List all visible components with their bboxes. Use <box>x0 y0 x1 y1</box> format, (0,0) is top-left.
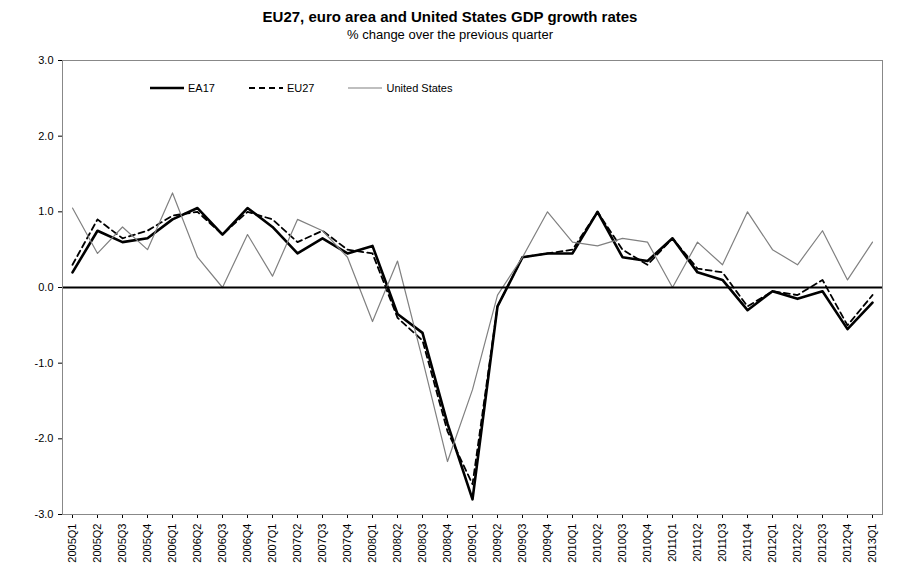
svg-text:2008Q1: 2008Q1 <box>366 524 378 563</box>
html-text:EA17: EA17 <box>188 82 215 94</box>
svg-text:2011Q3: 2011Q3 <box>716 524 728 562</box>
svg-text:2012Q4: 2012Q4 <box>841 524 853 563</box>
svg-text:2011Q4: 2011Q4 <box>741 524 753 562</box>
svg-text:2009Q1: 2009Q1 <box>466 524 478 563</box>
svg-text:2006Q4: 2006Q4 <box>241 524 253 563</box>
svg-text:2005Q3: 2005Q3 <box>116 524 128 563</box>
svg-text:2005Q4: 2005Q4 <box>141 524 153 563</box>
svg-text:2007Q1: 2007Q1 <box>266 524 278 563</box>
svg-text:0.0: 0.0 <box>38 281 53 293</box>
svg-text:2008Q2: 2008Q2 <box>391 524 403 563</box>
svg-text:2012Q1: 2012Q1 <box>766 524 778 563</box>
svg-text:-1.0: -1.0 <box>35 357 54 369</box>
svg-text:2011Q1: 2011Q1 <box>666 524 678 562</box>
svg-text:2008Q4: 2008Q4 <box>441 524 453 563</box>
svg-text:2012Q3: 2012Q3 <box>816 524 828 563</box>
svg-text:2005Q2: 2005Q2 <box>91 524 103 563</box>
html-text:EU27, euro area and United Sta: EU27, euro area and United States GDP gr… <box>262 8 638 25</box>
svg-text:2009Q4: 2009Q4 <box>541 524 553 563</box>
svg-text:2010Q3: 2010Q3 <box>616 524 628 563</box>
svg-text:2011Q2: 2011Q2 <box>691 524 703 562</box>
svg-text:2005Q1: 2005Q1 <box>66 524 78 563</box>
svg-text:2007Q3: 2007Q3 <box>316 524 328 563</box>
svg-text:2009Q2: 2009Q2 <box>491 524 503 563</box>
svg-text:2006Q1: 2006Q1 <box>166 524 178 563</box>
svg-text:1.0: 1.0 <box>38 205 53 217</box>
html-text:% change over the previous qua: % change over the previous quarter <box>347 27 553 42</box>
svg-text:2010Q4: 2010Q4 <box>641 524 653 563</box>
svg-text:2009Q3: 2009Q3 <box>516 524 528 563</box>
svg-text:-3.0: -3.0 <box>35 508 54 520</box>
svg-text:2008Q3: 2008Q3 <box>416 524 428 563</box>
svg-text:-2.0: -2.0 <box>35 432 54 444</box>
svg-text:2013Q1: 2013Q1 <box>866 524 878 563</box>
svg-text:2007Q4: 2007Q4 <box>341 524 353 563</box>
svg-text:2006Q2: 2006Q2 <box>191 524 203 563</box>
svg-text:2012Q2: 2012Q2 <box>791 524 803 563</box>
svg-text:3.0: 3.0 <box>38 54 53 66</box>
svg-text:2010Q2: 2010Q2 <box>591 524 603 563</box>
svg-text:2010Q1: 2010Q1 <box>566 524 578 563</box>
svg-text:2007Q2: 2007Q2 <box>291 524 303 563</box>
html-text:EU27: EU27 <box>286 82 315 94</box>
html-text:United States: United States <box>386 82 453 94</box>
svg-text:2006Q3: 2006Q3 <box>216 524 228 563</box>
svg-text:2.0: 2.0 <box>38 130 53 142</box>
